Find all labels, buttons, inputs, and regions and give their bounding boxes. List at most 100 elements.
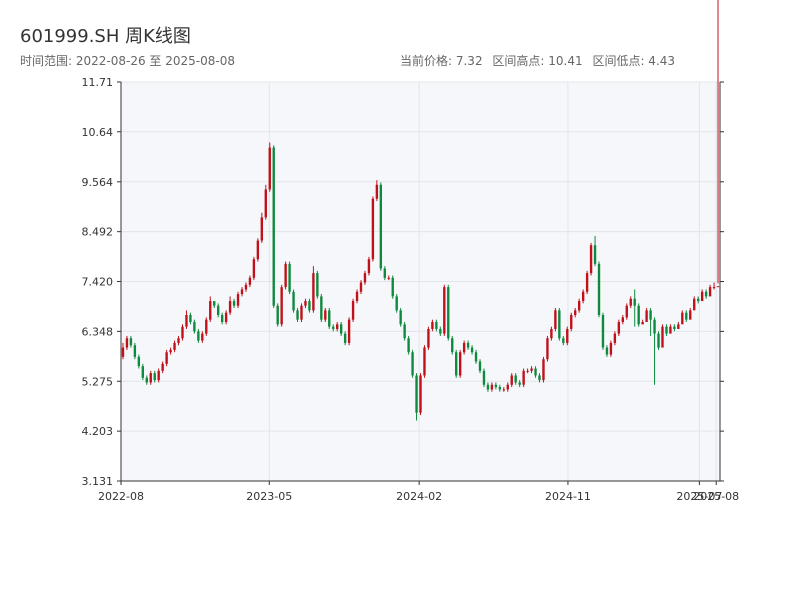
candle bbox=[645, 308, 648, 322]
candle bbox=[494, 382, 498, 390]
candle bbox=[621, 315, 625, 325]
candle bbox=[224, 310, 228, 325]
current-price-text: 当前价格: 7.32 bbox=[400, 54, 483, 68]
candle-body bbox=[332, 326, 335, 329]
candle-body bbox=[228, 301, 232, 313]
candle bbox=[693, 296, 696, 311]
candle bbox=[205, 317, 208, 336]
candle bbox=[474, 349, 478, 364]
candle bbox=[538, 373, 541, 383]
candle bbox=[562, 335, 565, 346]
range-low-text: 区间低点: 4.43 bbox=[592, 54, 676, 68]
candle-body bbox=[121, 347, 125, 357]
x-tick-label: 2024-11 bbox=[545, 490, 591, 503]
candle-body bbox=[276, 305, 279, 325]
candle-body bbox=[625, 305, 628, 318]
candle bbox=[328, 308, 331, 329]
candle bbox=[260, 212, 264, 243]
candle bbox=[149, 370, 152, 385]
candle bbox=[462, 340, 466, 355]
candle-body bbox=[216, 305, 220, 316]
candle bbox=[443, 284, 446, 336]
candle-body bbox=[593, 245, 597, 264]
candle bbox=[272, 145, 275, 309]
candle bbox=[244, 282, 248, 292]
candle-body bbox=[399, 310, 402, 325]
candle bbox=[185, 310, 188, 329]
candle bbox=[601, 312, 605, 350]
candle-body bbox=[220, 315, 224, 322]
candle-body bbox=[526, 370, 529, 372]
candle bbox=[482, 368, 486, 388]
x-tick-label: 2023-05 bbox=[246, 490, 292, 503]
candle bbox=[383, 266, 386, 281]
candle-body bbox=[189, 315, 192, 322]
candle-body bbox=[637, 305, 640, 325]
candle-body bbox=[177, 338, 180, 343]
candle bbox=[435, 319, 438, 332]
candle-body bbox=[633, 298, 636, 306]
candle-body bbox=[502, 389, 505, 391]
candle bbox=[605, 345, 609, 357]
candle bbox=[657, 331, 660, 350]
candle bbox=[399, 308, 402, 327]
x-tick-label: 2025-08 bbox=[693, 490, 739, 503]
candle bbox=[478, 359, 482, 374]
candle-body bbox=[288, 263, 291, 292]
candle bbox=[375, 180, 379, 202]
candle-body bbox=[570, 315, 573, 329]
candle bbox=[213, 301, 216, 309]
candle-body bbox=[232, 301, 236, 306]
candle-body bbox=[470, 347, 474, 353]
candle bbox=[367, 256, 371, 276]
candle bbox=[577, 298, 581, 313]
candle bbox=[419, 373, 422, 416]
candle-body bbox=[141, 366, 145, 378]
candle-body bbox=[641, 321, 644, 325]
candle-body bbox=[574, 310, 577, 316]
candle bbox=[268, 142, 271, 192]
candle bbox=[581, 289, 585, 304]
candle-body bbox=[554, 310, 557, 329]
candle bbox=[696, 296, 700, 304]
candle-body bbox=[538, 375, 541, 381]
candle bbox=[125, 335, 129, 350]
candle-body bbox=[597, 263, 601, 316]
candle-body bbox=[264, 189, 267, 218]
candle-body bbox=[621, 317, 625, 322]
candle bbox=[133, 342, 137, 360]
candle bbox=[669, 324, 672, 334]
candle-body bbox=[661, 326, 664, 348]
candle bbox=[708, 284, 712, 297]
candle bbox=[637, 303, 640, 327]
candle bbox=[506, 382, 509, 392]
candle-body bbox=[423, 347, 426, 376]
candle bbox=[470, 345, 474, 355]
candle bbox=[558, 308, 561, 341]
candle-body bbox=[534, 368, 537, 376]
candle-body bbox=[693, 298, 696, 311]
candle bbox=[526, 368, 529, 374]
candle-body bbox=[585, 273, 589, 292]
candle bbox=[288, 261, 291, 295]
candle-body bbox=[304, 301, 307, 306]
candle bbox=[597, 261, 601, 318]
candle bbox=[661, 324, 664, 348]
candle-body bbox=[415, 375, 418, 413]
candle-body bbox=[197, 331, 200, 341]
candle bbox=[351, 298, 355, 322]
candle-body bbox=[272, 147, 275, 306]
candle bbox=[685, 310, 688, 322]
candle-body bbox=[506, 384, 509, 390]
candle bbox=[339, 321, 343, 336]
candle bbox=[153, 370, 156, 383]
candle-body bbox=[157, 370, 160, 381]
candle-body bbox=[645, 310, 648, 322]
candle bbox=[407, 335, 410, 355]
candle-body bbox=[347, 319, 351, 343]
candle-body bbox=[419, 375, 422, 413]
candle-body bbox=[149, 373, 152, 383]
candle-body bbox=[383, 268, 386, 278]
candle-body bbox=[296, 310, 299, 320]
